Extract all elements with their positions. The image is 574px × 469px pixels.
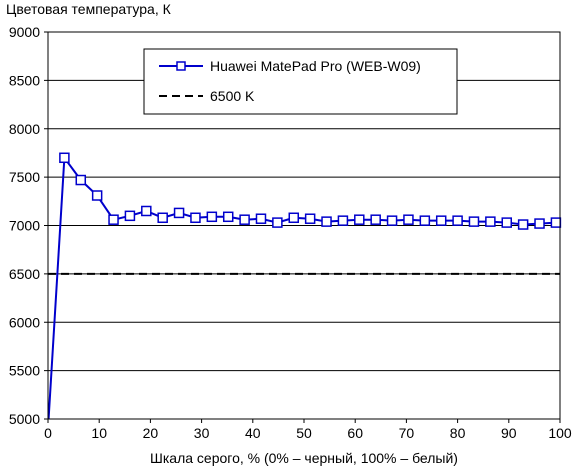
data-point bbox=[534, 218, 545, 229]
data-point bbox=[141, 205, 152, 217]
data-point bbox=[435, 215, 447, 226]
x-axis-label: Шкала серого, % (0% – черный, 100% – бел… bbox=[150, 450, 458, 466]
x-tick-label: 100 bbox=[548, 425, 572, 441]
data-point bbox=[59, 152, 70, 164]
data-point bbox=[255, 213, 267, 224]
y-tick-label: 8500 bbox=[9, 72, 40, 88]
x-tick-label: 70 bbox=[399, 425, 415, 441]
y-tick-label: 7500 bbox=[9, 169, 40, 185]
y-axis: 5000 5500 6000 6500 7000 7500 8000 8500 9000 bbox=[9, 24, 48, 427]
data-point bbox=[91, 190, 103, 201]
x-axis: 0 10 20 30 40 50 60 70 80 90 100 bbox=[44, 419, 572, 441]
legend-box bbox=[143, 48, 458, 115]
data-point bbox=[173, 207, 185, 219]
data-point bbox=[419, 215, 431, 226]
x-tick-label: 40 bbox=[245, 425, 261, 441]
data-point bbox=[124, 210, 136, 222]
data-point bbox=[288, 212, 300, 224]
plot-border bbox=[47, 31, 561, 420]
data-point bbox=[206, 211, 218, 223]
x-tick-label: 20 bbox=[143, 425, 159, 441]
y-tick-label: 9000 bbox=[9, 24, 40, 40]
data-point bbox=[190, 212, 201, 224]
data-point bbox=[501, 217, 513, 228]
y-tick-label: 5500 bbox=[9, 363, 40, 379]
data-point bbox=[452, 215, 463, 226]
x-tick-label: 50 bbox=[296, 425, 312, 441]
data-point bbox=[403, 214, 414, 225]
chart-title: Цветовая температура, К bbox=[6, 1, 172, 17]
legend-marker-series-1 bbox=[176, 61, 186, 71]
legend-label-series-1: Huawei MatePad Pro (WEB-W09) bbox=[210, 58, 421, 74]
data-point bbox=[354, 214, 365, 225]
x-tick-label: 30 bbox=[194, 425, 210, 441]
data-point bbox=[321, 216, 332, 227]
data-point bbox=[75, 174, 87, 186]
series-layer bbox=[48, 152, 562, 419]
y-tick-label: 6000 bbox=[9, 314, 40, 330]
data-point bbox=[370, 214, 381, 225]
x-tick-label: 80 bbox=[450, 425, 466, 441]
data-point bbox=[272, 217, 283, 228]
x-tick-label: 60 bbox=[347, 425, 363, 441]
data-point bbox=[222, 211, 234, 223]
y-tick-label: 8000 bbox=[9, 121, 40, 137]
legend-label-series-2: 6500 K bbox=[210, 88, 255, 104]
data-point bbox=[239, 214, 250, 225]
data-point bbox=[386, 215, 398, 226]
data-point bbox=[108, 214, 119, 225]
data-point bbox=[304, 213, 316, 224]
data-point bbox=[468, 216, 480, 227]
legend: Huawei MatePad Pro (WEB-W09) 6500 K bbox=[143, 48, 458, 115]
y-tick-label: 5000 bbox=[9, 411, 40, 427]
y-tick-label: 7000 bbox=[9, 218, 40, 234]
data-point bbox=[517, 219, 529, 230]
data-point bbox=[550, 217, 562, 228]
x-tick-label: 90 bbox=[501, 425, 517, 441]
data-point bbox=[485, 216, 496, 227]
x-tick-label: 10 bbox=[91, 425, 107, 441]
x-tick-label: 0 bbox=[44, 425, 52, 441]
y-tick-label: 6500 bbox=[9, 266, 40, 282]
data-point bbox=[337, 215, 349, 226]
data-point bbox=[157, 212, 168, 224]
